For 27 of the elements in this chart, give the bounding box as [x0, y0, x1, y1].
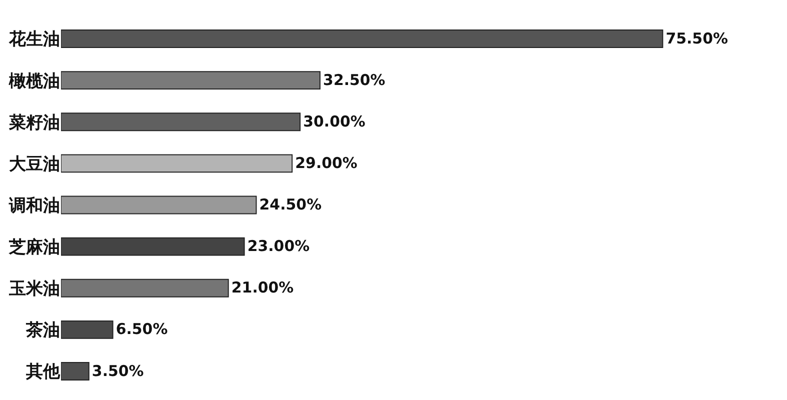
bar — [61, 237, 245, 256]
data-label: 32.50% — [323, 70, 386, 89]
data-label: 3.50% — [92, 362, 144, 380]
data-label: 30.00% — [303, 112, 366, 130]
y-tick-label: 大豆油 — [9, 154, 60, 174]
y-tick-label: 芝麻油 — [8, 238, 60, 258]
y-tick-label: 茶油 — [25, 320, 60, 341]
y-tick-label: 玉米油 — [8, 279, 60, 300]
y-tick-label: 其他 — [25, 362, 61, 382]
y-tick-label: 花生油 — [8, 30, 60, 50]
bar — [61, 320, 114, 339]
y-tick-label: 调和油 — [8, 196, 60, 216]
data-label: 24.50% — [259, 196, 322, 214]
y-tick-label: 菜籽油 — [8, 112, 60, 133]
bar — [61, 30, 664, 48]
data-label: 75.50% — [666, 29, 728, 48]
bar — [61, 278, 229, 298]
bar — [61, 196, 257, 214]
bar — [61, 71, 320, 90]
bar — [61, 112, 301, 132]
y-tick-label: 橄榄油 — [8, 71, 60, 92]
data-label: 21.00% — [231, 278, 294, 297]
bar — [61, 154, 293, 173]
bar — [61, 362, 90, 380]
data-label: 29.00% — [295, 154, 358, 172]
data-label: 6.50% — [116, 320, 168, 338]
data-label: 23.00% — [247, 237, 310, 256]
